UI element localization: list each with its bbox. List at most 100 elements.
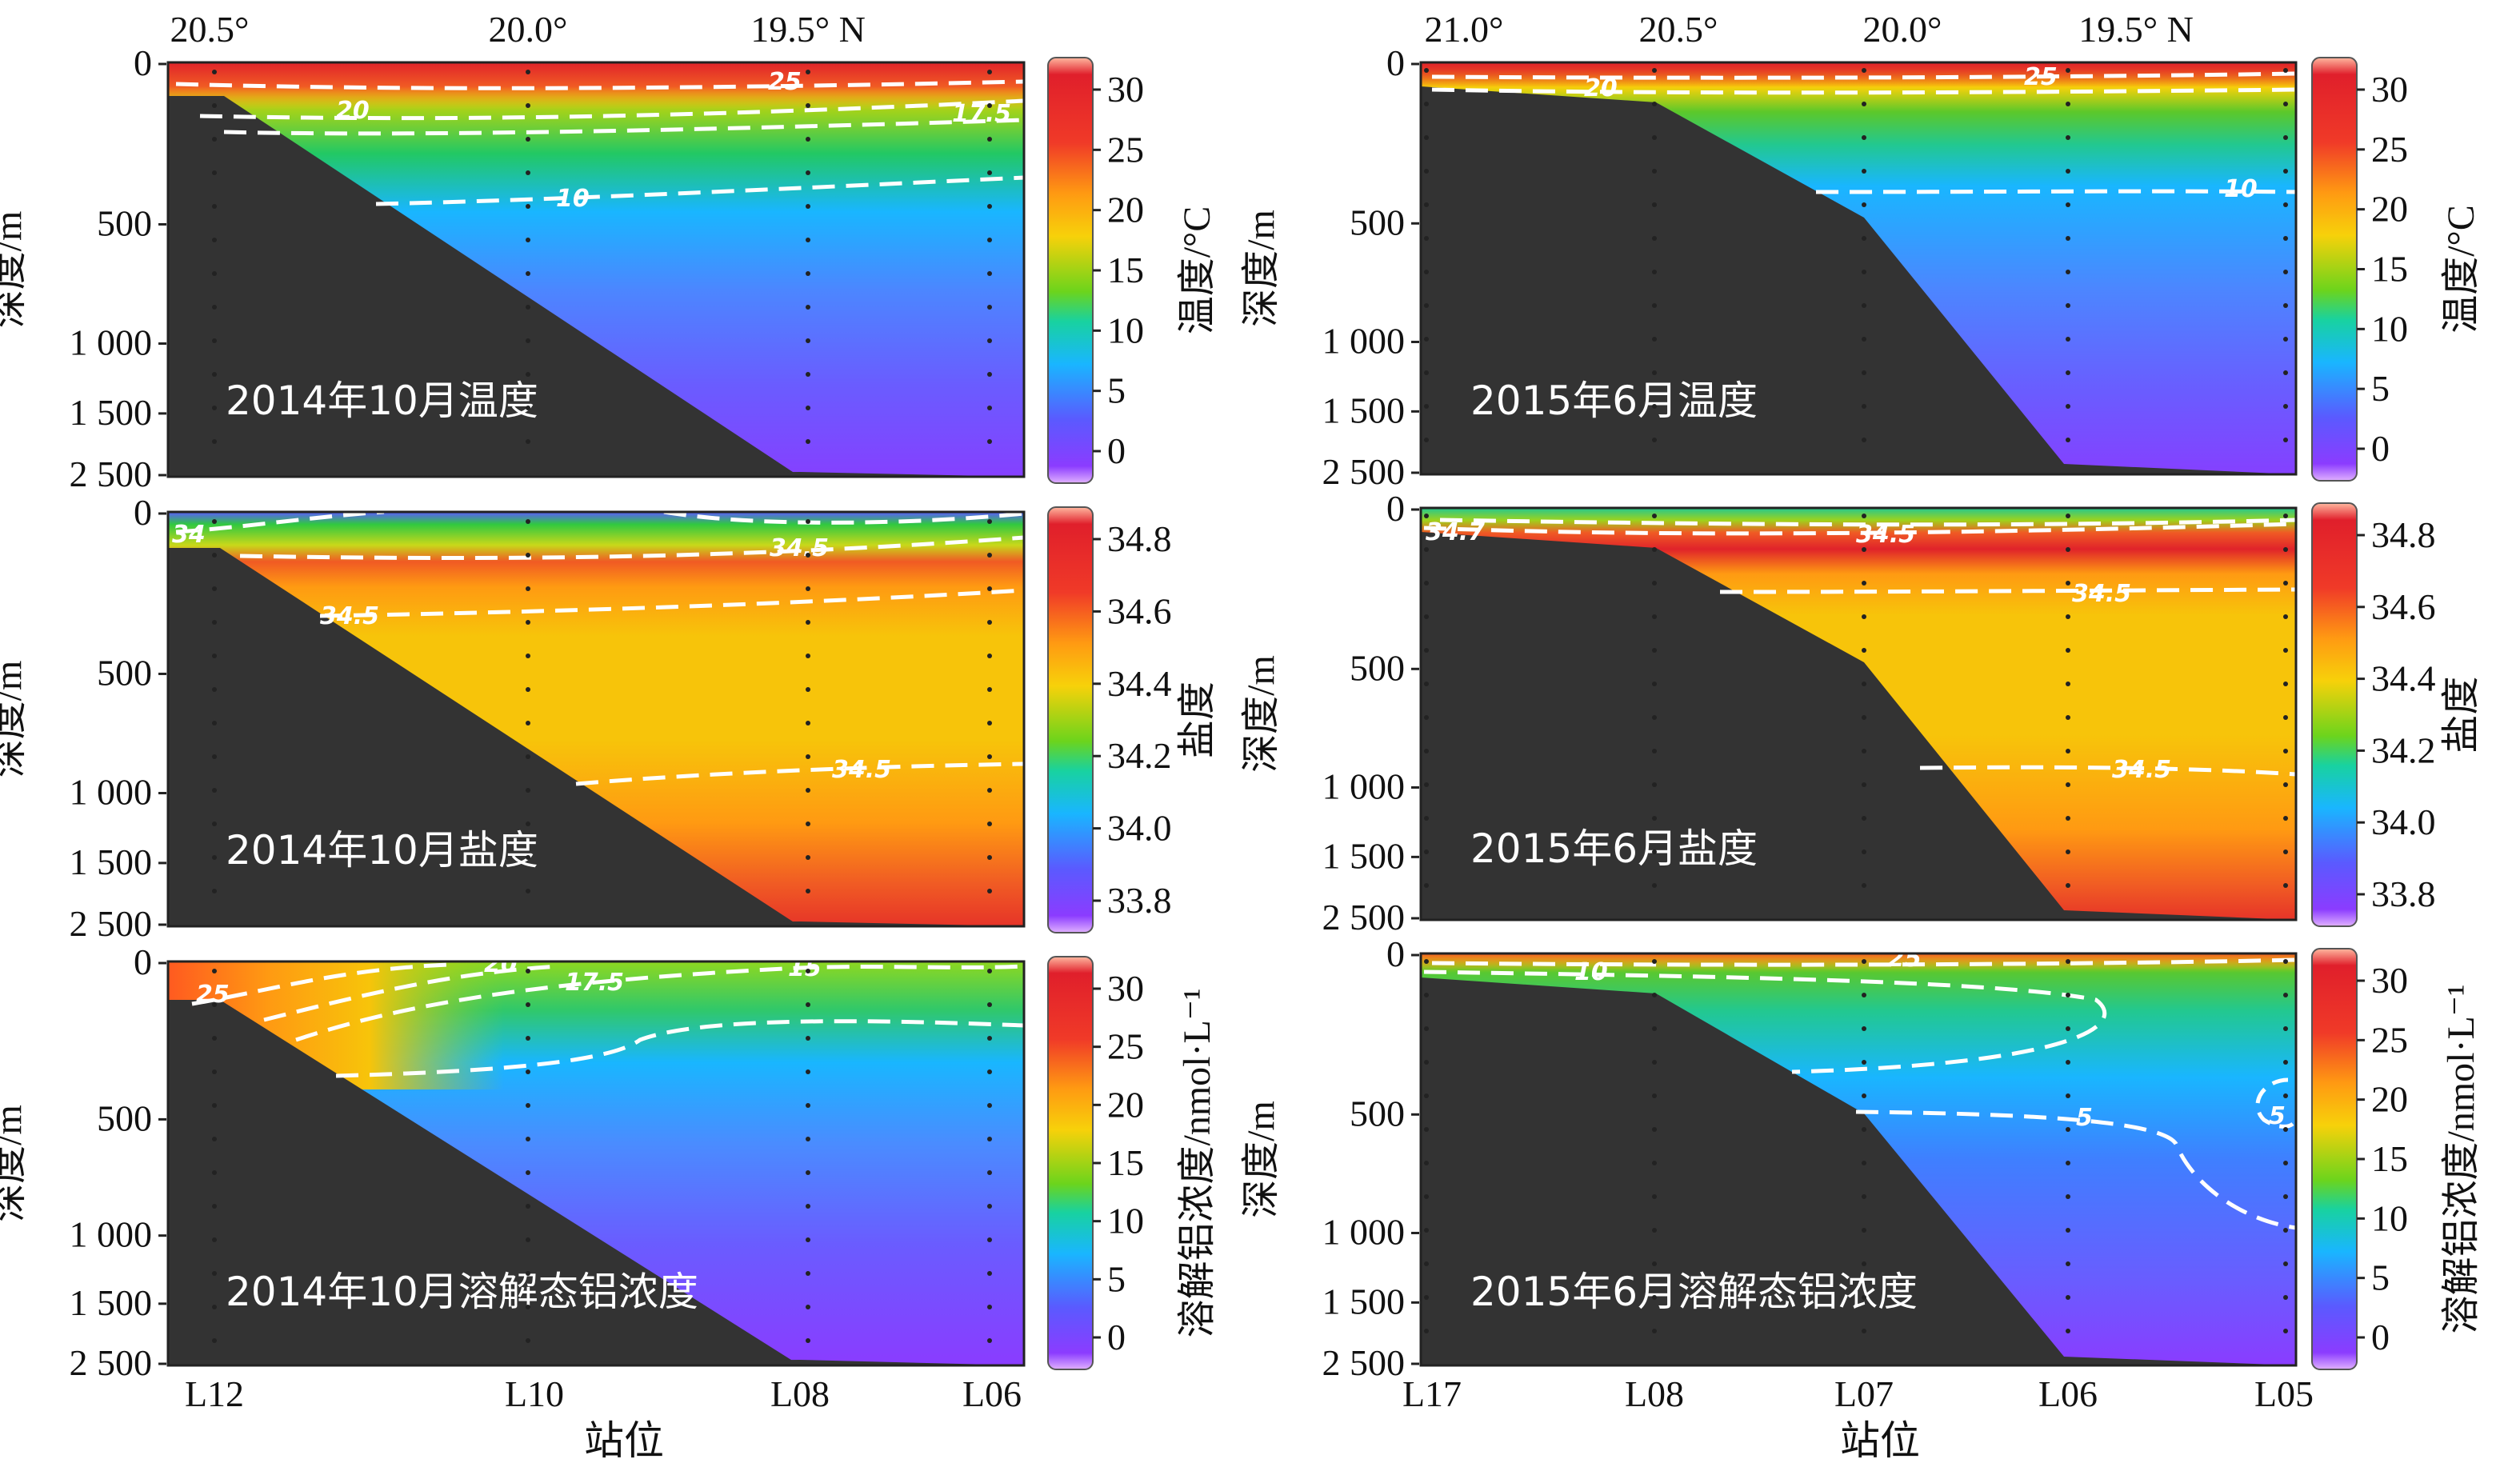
y-tick-label: 2 500: [1322, 451, 1406, 492]
sample-point: [2283, 236, 2288, 241]
sample-point: [987, 1036, 992, 1041]
panel-2015-temperature: 25 20 10 2015年6月温度: [1419, 61, 2298, 476]
sample-point: [1652, 68, 1657, 73]
sample-point: [1652, 1261, 1657, 1266]
colorbar-tick-label: 0: [2371, 1317, 2390, 1357]
sample-point: [212, 586, 217, 591]
sample-point: [2283, 102, 2288, 106]
contour-5-local: [2255, 1077, 2294, 1129]
sample-point: [806, 1137, 810, 1141]
sample-point: [526, 1002, 530, 1007]
sample-point: [1424, 1194, 1429, 1199]
y-tick-label: 1 000: [1322, 1211, 1406, 1252]
panel-frame: [1419, 952, 2298, 1367]
colorbar-tick-label: 34.0: [1107, 808, 1172, 849]
sample-point: [1652, 547, 1657, 552]
y-tick-label: 0: [1386, 488, 1405, 529]
sample-point: [2066, 1026, 2070, 1031]
sample-point: [1652, 614, 1657, 619]
colorbar-tick-label: 20: [1107, 1084, 1144, 1125]
sample-point: [1862, 68, 1866, 73]
sample-point: [987, 889, 992, 893]
sample-point: [526, 586, 530, 591]
contour-20: [1431, 87, 2297, 95]
lat-tick: 20.5°: [170, 9, 250, 50]
sample-point: [212, 1338, 217, 1343]
sample-point: [526, 406, 530, 410]
sample-point: [987, 1137, 992, 1141]
sample-point: [987, 204, 992, 209]
seafloor: [1421, 86, 2296, 474]
sample-point: [806, 788, 810, 793]
sample-point: [987, 855, 992, 860]
sample-point: [2066, 648, 2070, 653]
seafloor: [1421, 977, 2296, 1365]
sample-point: [2066, 102, 2070, 106]
sample-point: [806, 137, 810, 142]
sample-point: [1652, 1127, 1657, 1132]
sample-point: [2283, 883, 2288, 888]
contour-34-5: [1439, 518, 2297, 527]
colorbar-tick-label: 30: [2371, 960, 2408, 1001]
sample-point: [212, 519, 217, 524]
sample-point: [2283, 581, 2288, 586]
sample-point: [987, 1271, 992, 1276]
sample-point: [526, 137, 530, 142]
y-tick-label: 500: [1350, 202, 1405, 242]
colorbar-tick-label: 34.6: [1107, 590, 1172, 631]
sample-point: [2283, 782, 2288, 787]
sample-point: [806, 586, 810, 591]
lat-tick: 20.0°: [1863, 9, 1942, 50]
panel-title: 2015年6月温度: [1470, 378, 1758, 424]
sample-point: [2283, 169, 2288, 174]
sample-point: [1862, 782, 1866, 787]
colorbar-label: 溶解铝浓度/nmol·L⁻¹: [2440, 984, 2482, 1333]
sample-point: [212, 654, 217, 658]
panel-title: 2015年6月盐度: [1470, 825, 1758, 872]
contour-34-5: [319, 588, 1025, 618]
sample-point: [2066, 715, 2070, 720]
contour-label: 34.7: [1426, 518, 1485, 546]
sample-point: [2066, 1261, 2070, 1266]
sample-point: [1424, 581, 1429, 586]
sample-point: [526, 620, 530, 625]
sample-point: [987, 70, 992, 74]
sample-point: [2283, 303, 2288, 308]
sample-point: [1424, 102, 1429, 106]
sample-point: [212, 271, 217, 276]
sample-point: [2066, 581, 2070, 586]
sample-point: [526, 372, 530, 377]
station-tick: L05: [2254, 1373, 2314, 1414]
colorbar-tick-label: 0: [1107, 1317, 1126, 1357]
sample-point: [1652, 782, 1657, 787]
sample-point: [212, 788, 217, 793]
colorbar-tick-label: 25: [2371, 129, 2408, 170]
colorbar-tick-label: 34.2: [1107, 735, 1172, 776]
colorbar-tick-label: 10: [2371, 308, 2408, 349]
sample-point: [1652, 1026, 1657, 1031]
station-tick: L08: [1625, 1373, 1684, 1414]
lat-tick: 19.5° N: [750, 9, 866, 50]
station-dots: [1424, 514, 2288, 888]
sample-point: [2066, 370, 2070, 375]
sample-point: [1424, 438, 1429, 442]
sample-point: [1424, 1026, 1429, 1031]
colorbar-tick-label: 25: [1107, 1026, 1144, 1067]
colorbar-label: 盐度: [2440, 676, 2482, 753]
sample-point: [526, 889, 530, 893]
sample-point: [806, 1305, 810, 1309]
sample-point: [806, 70, 810, 74]
sample-point: [526, 754, 530, 759]
colorbar: 34.8 34.6 34.4 34.2 34.0 33.8 盐度: [2311, 502, 2482, 927]
y-axis: 0 500 1 000 1 500 2 500 深度/m: [0, 492, 166, 944]
sample-point: [806, 969, 810, 973]
sample-point: [212, 238, 217, 242]
y-tick-label: 0: [134, 42, 152, 83]
sample-point: [212, 70, 217, 74]
sample-point: [2283, 1060, 2288, 1065]
lat-tick: 20.5°: [1639, 9, 1718, 50]
sample-point: [2066, 202, 2070, 207]
sample-point: [1424, 1295, 1429, 1300]
sample-point: [806, 821, 810, 826]
y-tick-label: 2 500: [70, 1342, 153, 1383]
